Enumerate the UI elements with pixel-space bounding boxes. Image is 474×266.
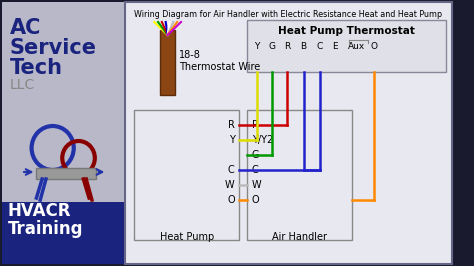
Text: Heat Pump: Heat Pump	[160, 232, 214, 242]
Text: Training: Training	[8, 220, 83, 238]
Text: B: B	[301, 42, 307, 51]
Text: Thermostat Wire: Thermostat Wire	[179, 62, 260, 72]
Text: Aux: Aux	[348, 42, 365, 51]
Text: Y: Y	[229, 135, 235, 145]
Text: Heat Pump Thermostat: Heat Pump Thermostat	[278, 26, 415, 36]
Text: W: W	[252, 180, 262, 190]
Text: 18-8: 18-8	[179, 50, 201, 60]
Bar	[247, 20, 447, 72]
Text: C: C	[228, 165, 235, 175]
Text: R: R	[252, 120, 259, 130]
Text: Wiring Diagram for Air Handler with Electric Resistance Heat and Heat Pump: Wiring Diagram for Air Handler with Elec…	[134, 10, 442, 19]
Text: O: O	[370, 42, 377, 51]
Text: G: G	[269, 42, 275, 51]
Text: Y: Y	[254, 42, 259, 51]
Text: C: C	[252, 165, 259, 175]
Bar	[125, 2, 452, 264]
Text: O: O	[227, 195, 235, 205]
Text: AC: AC	[9, 18, 41, 38]
Bar	[134, 110, 239, 240]
Text: Service: Service	[9, 38, 97, 58]
Text: LLC: LLC	[9, 78, 35, 92]
Text: R: R	[284, 42, 291, 51]
Text: E: E	[332, 42, 338, 51]
Text: O: O	[252, 195, 260, 205]
Bar	[247, 110, 353, 240]
Bar	[2, 2, 124, 264]
Text: Tech: Tech	[9, 58, 63, 78]
Text: R: R	[228, 120, 235, 130]
Text: HVACR: HVACR	[8, 202, 71, 220]
Text: W: W	[225, 180, 235, 190]
Text: Air Handler: Air Handler	[272, 232, 328, 242]
Bar	[2, 202, 124, 264]
Text: Y/Y2: Y/Y2	[252, 135, 273, 145]
Bar	[36, 168, 96, 179]
Text: G: G	[252, 150, 259, 160]
Text: C: C	[317, 42, 323, 51]
Bar	[160, 30, 175, 95]
